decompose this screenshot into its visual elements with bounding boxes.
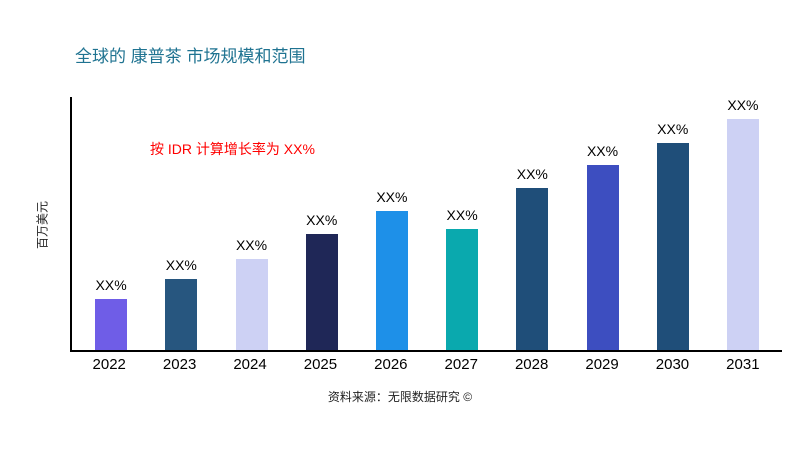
bar-value-label: XX% (306, 211, 338, 228)
x-tick-label: 2024 (233, 356, 267, 373)
x-tick-label: 2027 (444, 356, 478, 373)
bar (516, 188, 549, 350)
bar-value-label: XX% (727, 97, 759, 113)
bars: XX% XX% XX% XX% XX% XX% XX% XX% XX% XX% (72, 97, 782, 350)
x-tick-label: 2028 (514, 356, 549, 373)
bar-value-label: XX% (446, 206, 478, 223)
bar-group: XX% (708, 97, 778, 350)
bar-group: XX% (357, 97, 427, 350)
bar (375, 210, 408, 350)
bar-value-label: XX% (657, 120, 689, 137)
bar-value-label: XX% (516, 166, 548, 183)
x-axis-labels: 2022 2023 2024 2025 2026 2027 2028 2029 2030 2031 (70, 356, 782, 373)
bar-group: XX% (216, 97, 286, 350)
bar (95, 299, 128, 350)
bar-group: XX% (427, 97, 497, 350)
x-tick-label: 2023 (162, 356, 197, 373)
chart-title: 全球的 康普茶 市场规模和范围 (75, 47, 306, 66)
bar (235, 258, 268, 350)
bar-value-label: XX% (235, 236, 268, 253)
bar-value-label: XX% (376, 188, 408, 205)
x-tick-label: 2030 (655, 356, 690, 373)
x-tick-label: 2031 (726, 356, 760, 373)
bar-group: XX% (638, 97, 708, 350)
bar-group: XX% (146, 97, 216, 350)
growth-rate-annotation: 按 IDR 计算增长率为 XX% (150, 141, 315, 157)
source-note: 资料来源：无限数据研究 © (327, 390, 473, 404)
bar-value-label: XX% (586, 143, 619, 160)
y-axis-title: 百万美元 (35, 200, 50, 250)
bar (656, 142, 689, 350)
bar (305, 233, 338, 350)
plot-area: 按 IDR 计算增长率为 XX% XX% XX% XX% XX% XX% XX% XX% XX… (70, 97, 782, 352)
bar (165, 279, 198, 350)
bar-group: XX% (287, 97, 357, 350)
x-tick-label: 2029 (585, 356, 619, 373)
x-tick-label: 2026 (374, 356, 408, 373)
bar-value-label: XX% (165, 257, 197, 274)
bar-group: XX% (497, 97, 567, 350)
bar-group: XX% (567, 97, 637, 350)
x-tick-label: 2025 (303, 356, 338, 373)
bar (726, 119, 759, 350)
x-tick-label: 2022 (92, 356, 126, 373)
bar (446, 228, 479, 350)
bar-value-label: XX% (95, 277, 127, 294)
bar-group: XX% (76, 97, 146, 350)
bar (586, 165, 619, 350)
